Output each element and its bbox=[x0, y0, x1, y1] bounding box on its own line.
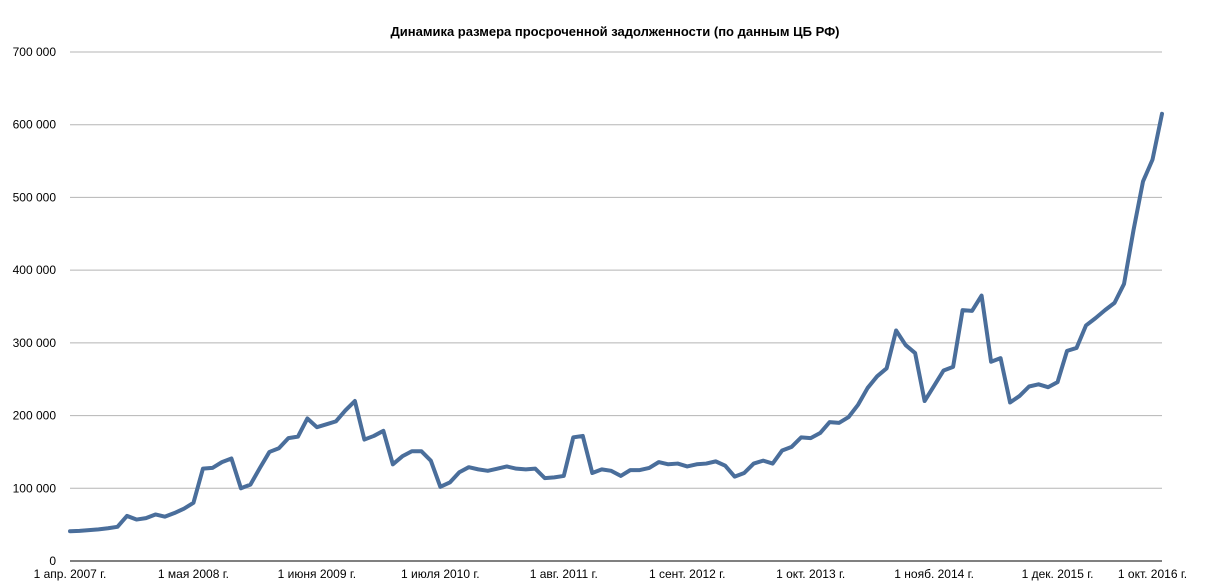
x-tick-label: 1 авг. 2011 г. bbox=[530, 567, 598, 581]
y-tick-label: 400 000 bbox=[13, 263, 57, 277]
x-tick-label: 1 мая 2008 г. bbox=[158, 567, 229, 581]
y-tick-label: 700 000 bbox=[13, 45, 57, 59]
x-tick-label: 1 окт. 2016 г. bbox=[1118, 567, 1187, 581]
x-tick-label: 1 июня 2009 г. bbox=[278, 567, 356, 581]
y-tick-label: 300 000 bbox=[13, 336, 57, 350]
gridlines bbox=[70, 51, 1162, 562]
series-layer bbox=[68, 111, 1164, 534]
y-tick-label: 100 000 bbox=[13, 481, 57, 495]
chart-title: Динамика размера просроченной задолженно… bbox=[390, 24, 840, 39]
x-tick-label: 1 сент. 2012 г. bbox=[649, 567, 725, 581]
x-tick-label: 1 окт. 2013 г. bbox=[776, 567, 845, 581]
y-tick-label: 600 000 bbox=[13, 118, 57, 132]
x-tick-label: 1 апр. 2007 г. bbox=[34, 567, 107, 581]
y-tick-label: 200 000 bbox=[13, 409, 57, 423]
x-tick-label: 1 дек. 2015 г. bbox=[1022, 567, 1094, 581]
y-tick-label: 500 000 bbox=[13, 190, 57, 204]
series-line bbox=[68, 111, 1164, 534]
y-tick-label: 0 bbox=[49, 554, 56, 568]
y-axis-ticks: 0 100 000 200 000 300 000 400 000 500 000 600 … bbox=[13, 45, 57, 568]
x-axis-ticks: 1 апр. 2007 г. 1 мая 2008 г. 1 июня 2009 г… bbox=[34, 567, 1187, 581]
x-tick-label: 1 июля 2010 г. bbox=[401, 567, 480, 581]
x-tick-label: 1 нояб. 2014 г. bbox=[894, 567, 974, 581]
